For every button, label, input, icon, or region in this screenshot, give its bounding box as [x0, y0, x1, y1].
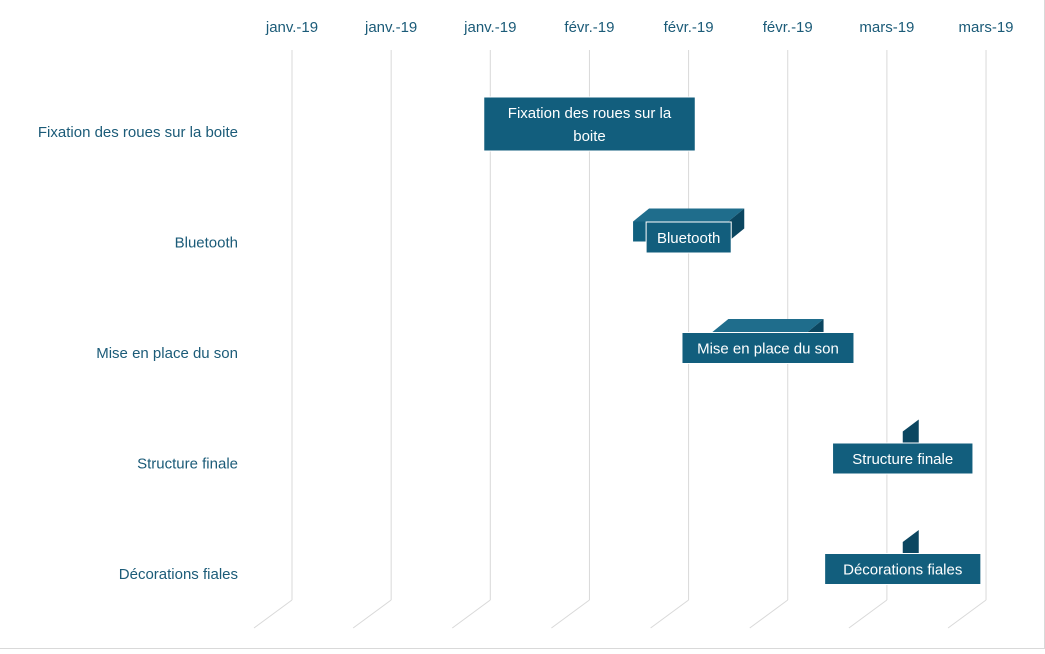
- x-tick-label: févr.-19: [564, 19, 614, 36]
- category-label: Structure finale: [137, 456, 238, 473]
- data-label: boite: [573, 128, 606, 145]
- category-label: Mise en place du son: [96, 345, 238, 362]
- gridline-foot: [947, 599, 987, 629]
- data-label: Fixation des roues sur la: [508, 105, 672, 122]
- data-label: Décorations fiales: [843, 562, 962, 579]
- data-label-box: [832, 442, 974, 475]
- gridline-foot: [352, 599, 392, 629]
- category-label: Bluetooth: [175, 235, 238, 252]
- x-tick-label: janv.-19: [364, 19, 417, 36]
- category-label: Fixation des roues sur la boite: [38, 124, 238, 141]
- data-label-box: [483, 96, 696, 152]
- x-tick-label: mars-19: [859, 19, 914, 36]
- bar-group: Mise en place du son: [681, 319, 855, 364]
- gridline-foot: [253, 599, 293, 629]
- category-label: Décorations fiales: [119, 566, 238, 583]
- gridline-foot: [650, 599, 689, 629]
- gridline-foot: [551, 599, 590, 629]
- bar-top: [712, 319, 824, 332]
- x-tick-label: févr.-19: [664, 19, 714, 36]
- gridline-foot: [749, 599, 789, 629]
- data-label: Bluetooth: [657, 230, 720, 247]
- data-label-box: [681, 332, 855, 364]
- bar-group: Bluetooth: [633, 208, 745, 254]
- bar-group: Décorations fiales: [824, 530, 982, 585]
- bar-top: [633, 208, 745, 222]
- data-label-box: [645, 221, 732, 254]
- gridline-foot: [451, 599, 491, 629]
- data-label: Structure finale: [852, 451, 953, 468]
- gridline-foot: [848, 599, 888, 629]
- x-tick-label: févr.-19: [763, 19, 813, 36]
- bar-side: [728, 208, 745, 242]
- x-tick-label: janv.-19: [463, 19, 516, 36]
- bar-group: Structure finale: [832, 419, 974, 475]
- bar-group: Fixation des roues sur la boite: [483, 96, 696, 152]
- x-tick-label: mars-19: [959, 19, 1014, 36]
- data-label-box: [824, 553, 982, 585]
- data-label: Mise en place du son: [697, 341, 839, 358]
- x-tick-label: janv.-19: [265, 19, 318, 36]
